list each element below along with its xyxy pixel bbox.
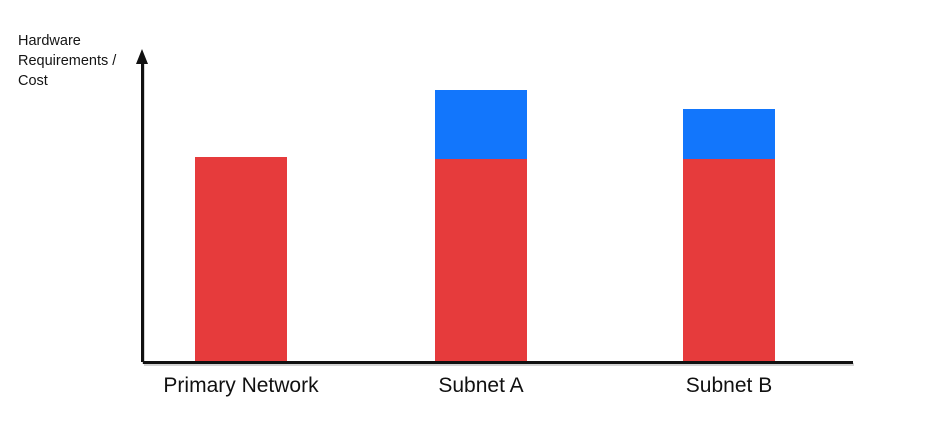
bar-primary-network (195, 156, 287, 361)
y-axis-label: Hardware Requirements / Cost (18, 33, 117, 89)
bar-segment-red (195, 156, 287, 361)
bar-segment-red (683, 159, 775, 361)
bar-segment-red (435, 159, 527, 361)
bar-segment-blue (683, 108, 775, 159)
category-label-subnet-b: Subnet B (685, 374, 773, 397)
bar-subnet-a (435, 90, 527, 361)
y-axis-arrow-icon (136, 49, 148, 64)
category-label-subnet-a: Subnet A (438, 374, 524, 397)
y-axis-line (141, 62, 144, 362)
x-axis-line (143, 361, 853, 364)
bar-subnet-b (683, 108, 775, 361)
bar-segment-blue (435, 90, 527, 159)
category-label-primary-network: Primary Network (163, 374, 319, 397)
